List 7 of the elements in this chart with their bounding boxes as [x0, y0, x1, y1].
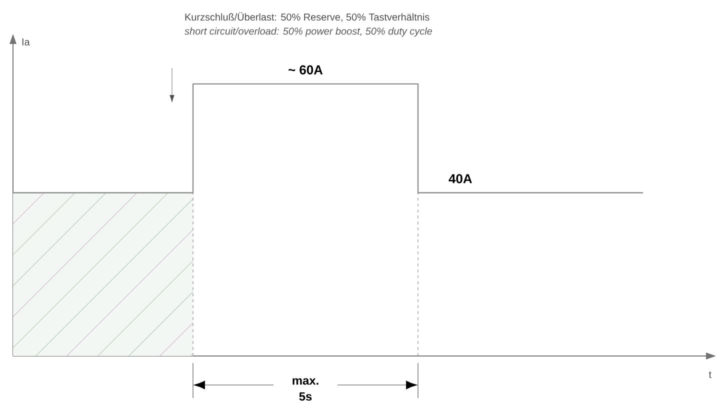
chart-title: Kurzschluß/Überlast: 50% Reserve, 50% Tastverhältnis: [185, 12, 430, 22]
text: ~ 60A: [288, 65, 323, 74]
annotation: 40A: [448, 174, 472, 184]
chart-subtitle: short circuit/overload: 50% power boost, 50% duty cycle: [184, 27, 432, 37]
text: max. 5s: [292, 378, 318, 401]
x-axis-title: t: [708, 371, 712, 378]
y-axis-title: Ia: [22, 38, 30, 46]
